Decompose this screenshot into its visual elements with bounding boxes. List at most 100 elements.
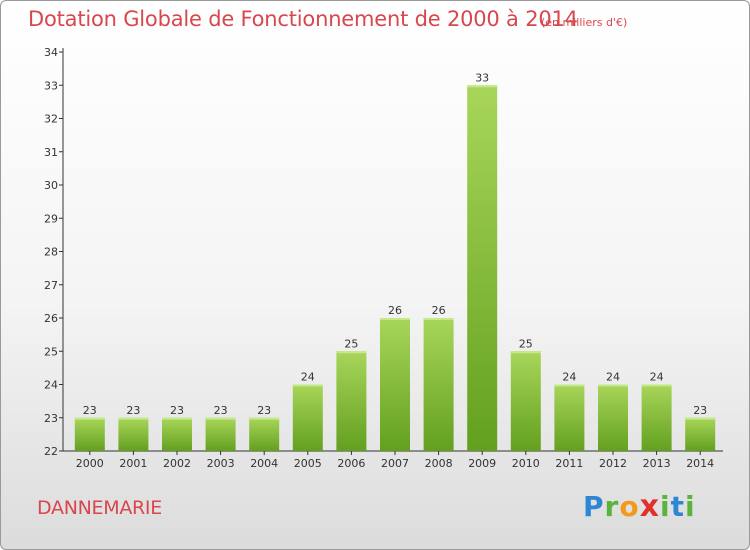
- y-tick-label: 32: [44, 113, 58, 126]
- x-tick-label: 2004: [250, 457, 278, 470]
- bar-2005: [292, 384, 323, 451]
- y-tick-label: 28: [44, 246, 58, 259]
- bar-value-label: 25: [519, 337, 533, 350]
- x-tick-label: 2001: [119, 457, 147, 470]
- bar-top-highlight: [249, 417, 280, 420]
- x-tick-label: 2000: [76, 457, 104, 470]
- bar-top-highlight: [380, 318, 410, 320]
- chart-axes: 22 23 24 25 26 27 28 29 30 31 32 33 34: [44, 46, 723, 458]
- bar-value-label: 24: [301, 371, 315, 384]
- logo-letter: i: [659, 490, 671, 523]
- x-tick-label: 2011: [555, 457, 583, 470]
- bar-2008: [423, 318, 454, 451]
- bar-value-label: 24: [562, 371, 576, 384]
- y-tick: 25: [44, 345, 63, 358]
- bar-value-label: 23: [214, 404, 228, 417]
- x-tick-label: 2007: [381, 457, 409, 470]
- x-tick-label: 2013: [643, 457, 671, 470]
- x-tick-label: 2009: [468, 457, 496, 470]
- bar-value-label: 26: [388, 304, 402, 317]
- bar-top-highlight: [685, 417, 716, 420]
- bar-2004: [249, 417, 280, 451]
- y-tick-label: 31: [44, 146, 58, 159]
- place-name: DANNEMARIE: [37, 497, 162, 519]
- bar-top-highlight: [467, 85, 498, 88]
- bar-value-label: 23: [693, 404, 707, 417]
- logo-letter: x: [639, 489, 660, 524]
- y-tick: 29: [44, 212, 63, 225]
- chart-bars: [74, 85, 716, 451]
- bar-2003: [205, 417, 236, 451]
- bar-2007: [380, 318, 410, 451]
- bar-value-label: 23: [83, 404, 97, 417]
- y-tick: 22: [44, 445, 63, 458]
- bar-2001: [118, 417, 149, 451]
- bar-2000: [74, 417, 105, 451]
- bar-2012: [598, 384, 628, 451]
- y-tick: 28: [44, 246, 63, 259]
- bar-2002: [162, 417, 192, 451]
- logo-letter: i: [684, 490, 696, 523]
- bar-top-highlight: [162, 417, 192, 420]
- x-tick-label: 2014: [686, 457, 714, 470]
- bar-top-highlight: [74, 417, 105, 420]
- bar-2009: [467, 85, 498, 451]
- y-tick-label: 33: [44, 79, 58, 92]
- logo-letter: r: [604, 490, 620, 523]
- logo-letter: P: [583, 490, 605, 523]
- y-tick: 31: [44, 146, 63, 159]
- chart-labels: 23 2000 23 2001 23 2002 23 2003 23 2004 24 2005 25 20…: [76, 71, 714, 470]
- chart-unit-note: (en milliers d'€): [541, 16, 628, 29]
- y-tick-label: 27: [44, 279, 58, 292]
- bar-top-highlight: [598, 384, 628, 387]
- y-tick-label: 24: [44, 379, 58, 392]
- bar-value-label: 23: [126, 404, 140, 417]
- logo-letter: t: [670, 490, 685, 523]
- logo-letter: o: [619, 490, 640, 523]
- y-tick-label: 23: [44, 412, 58, 425]
- bar-top-highlight: [554, 384, 585, 387]
- x-tick-label: 2006: [337, 457, 365, 470]
- chart-title: Dotation Globale de Fonctionnement de 20…: [28, 7, 578, 31]
- bar-2011: [554, 384, 585, 451]
- y-tick: 32: [44, 113, 63, 126]
- bar-value-label: 26: [432, 304, 446, 317]
- y-tick-label: 30: [44, 179, 58, 192]
- bar-value-label: 23: [170, 404, 184, 417]
- y-tick: 24: [44, 379, 63, 392]
- y-tick: 34: [44, 46, 63, 59]
- bar-top-highlight: [641, 384, 672, 387]
- x-tick-label: 2010: [512, 457, 540, 470]
- y-tick-label: 25: [44, 345, 58, 358]
- y-tick: 26: [44, 312, 63, 325]
- y-tick-label: 34: [44, 46, 58, 59]
- y-tick: 23: [44, 412, 63, 425]
- bar-value-label: 25: [344, 337, 358, 350]
- x-tick-label: 2012: [599, 457, 627, 470]
- bar-value-label: 24: [650, 371, 664, 384]
- proxiti-logo: Proxiti: [583, 489, 696, 524]
- bar-top-highlight: [205, 417, 236, 420]
- x-tick-label: 2003: [207, 457, 235, 470]
- bar-value-label: 24: [606, 371, 620, 384]
- y-tick: 33: [44, 79, 63, 92]
- x-tick-label: 2008: [425, 457, 453, 470]
- y-tick-label: 26: [44, 312, 58, 325]
- bar-top-highlight: [423, 318, 454, 320]
- x-tick-label: 2005: [294, 457, 322, 470]
- y-tick-label: 29: [44, 212, 58, 225]
- x-tick-label: 2002: [163, 457, 191, 470]
- bar-top-highlight: [336, 351, 367, 354]
- bar-2014: [685, 417, 716, 451]
- bar-top-highlight: [118, 417, 149, 420]
- y-tick: 30: [44, 179, 63, 192]
- bar-top-highlight: [510, 351, 541, 354]
- bar-2013: [641, 384, 672, 451]
- bar-2010: [510, 351, 541, 451]
- y-tick: 27: [44, 279, 63, 292]
- bar-2006: [336, 351, 367, 451]
- bar-top-highlight: [292, 384, 323, 387]
- y-tick-label: 22: [44, 445, 58, 458]
